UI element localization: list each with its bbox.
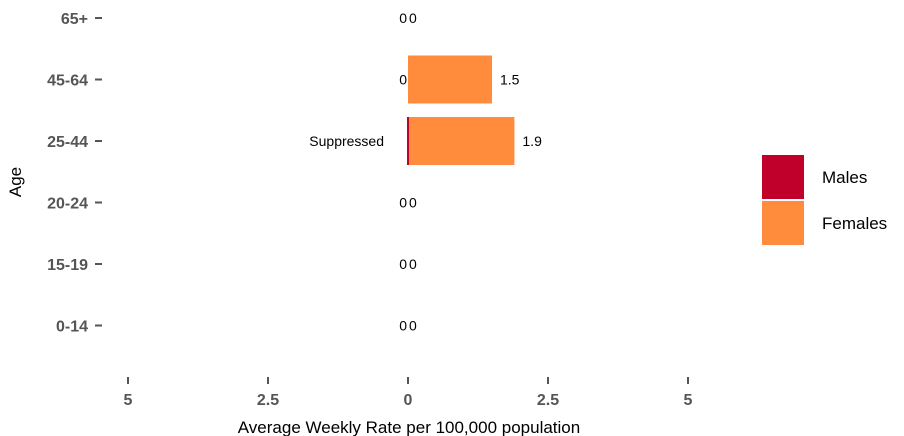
data-label-males: 0 [399, 10, 407, 26]
x-axis-title: Average Weekly Rate per 100,000 populati… [238, 418, 580, 436]
x-tick-label: 0 [404, 392, 413, 409]
y-tick-label: 45-64 [47, 73, 88, 90]
y-tick-label: 65+ [61, 11, 88, 28]
data-label-males: Suppressed [309, 133, 384, 149]
data-label-females: 1.5 [500, 72, 520, 88]
legend-swatch-males [762, 155, 804, 199]
x-tick-label: 5 [684, 392, 693, 409]
y-axis: 0-14 15-19 20-24 25-44 45-64 65+ [47, 11, 102, 336]
legend-label-females: Females [822, 214, 887, 233]
x-tick-label: 5 [124, 392, 133, 409]
data-label-males: 0 [399, 256, 407, 272]
data-label-females: 0 [409, 318, 417, 334]
data-label-females: 0 [409, 195, 417, 211]
y-tick-label: 0-14 [56, 319, 88, 336]
bar-males-suppressed [407, 117, 409, 165]
legend: Males Females [762, 155, 887, 245]
legend-label-males: Males [822, 168, 867, 187]
y-tick-label: 20-24 [47, 196, 88, 213]
y-tick-label: 25-44 [47, 134, 88, 151]
x-tick-label: 2.5 [257, 392, 279, 409]
y-axis-title: Age [6, 167, 25, 197]
data-label-females: 0 [409, 256, 417, 272]
bars [407, 55, 515, 165]
legend-swatch-females [762, 201, 804, 245]
data-label-males: 0 [399, 318, 407, 334]
y-tick-label: 15-19 [47, 257, 88, 274]
data-label-females: 0 [409, 10, 417, 26]
bar-females [408, 117, 515, 165]
x-axis: 5 2.5 0 2.5 5 [124, 377, 693, 409]
x-tick-label: 2.5 [537, 392, 559, 409]
bar-females [408, 55, 492, 104]
data-label-females: 1.9 [522, 133, 542, 149]
data-label-males: 0 [399, 72, 407, 88]
data-label-males: 0 [399, 195, 407, 211]
